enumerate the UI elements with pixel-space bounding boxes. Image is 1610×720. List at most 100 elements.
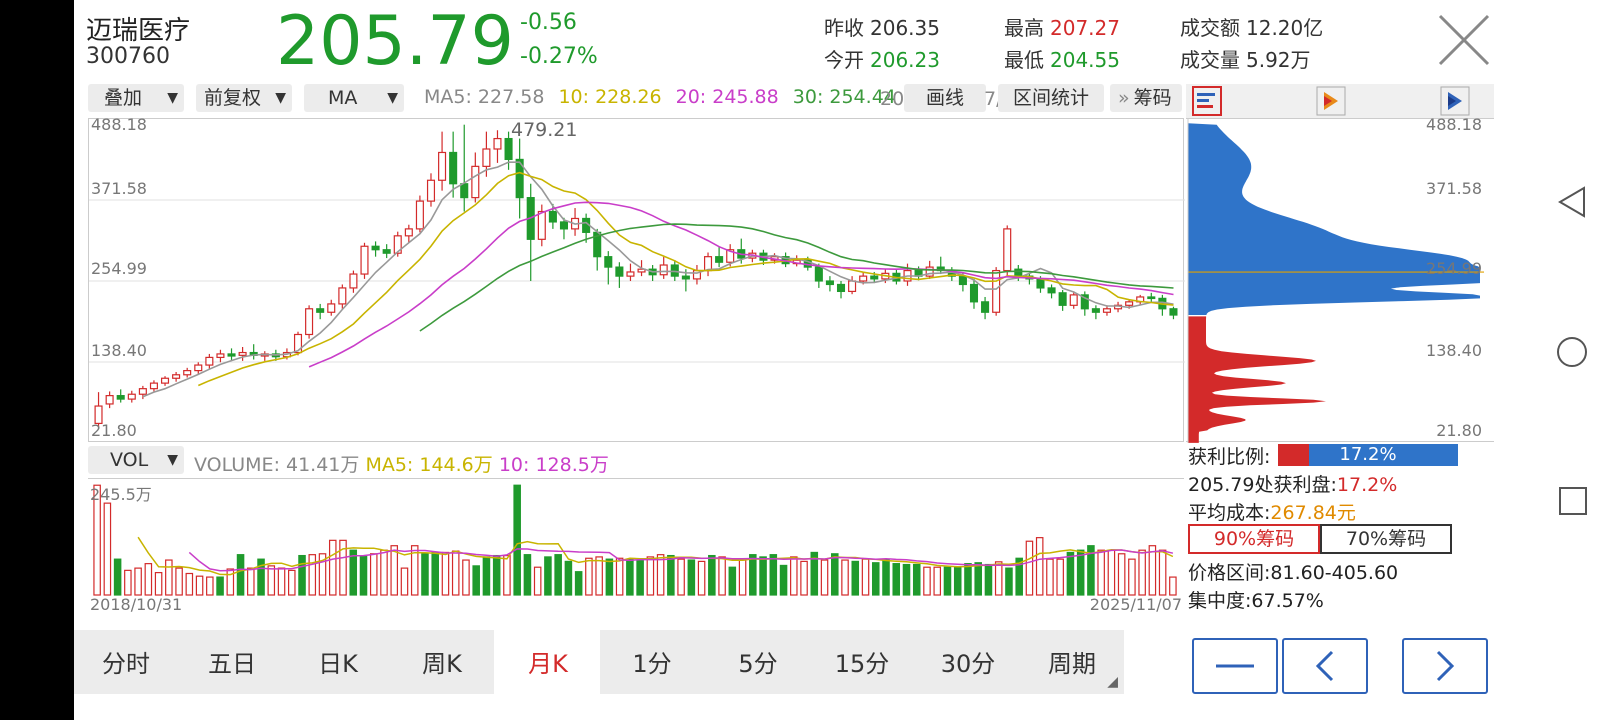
tab-weekly[interactable]: 周K <box>422 650 462 678</box>
ma20-value: 20: 245.88 <box>675 86 779 108</box>
concentration: 集中度:67.57% <box>1188 586 1324 613</box>
tab-daily[interactable]: 日K <box>318 650 358 678</box>
ma30-value: 30: 254.44 <box>792 86 896 108</box>
candle-body <box>449 151 458 185</box>
concentration-label: 集中度: <box>1188 590 1252 612</box>
volume-bar <box>247 567 255 596</box>
volume-bar <box>974 562 982 596</box>
volume-bar <box>288 569 296 596</box>
volume-bar <box>728 566 737 596</box>
tab-five-day[interactable]: 五日 <box>208 650 256 678</box>
tab-period[interactable]: 周期 <box>1048 650 1096 678</box>
tab-30min[interactable]: 30分 <box>940 650 996 678</box>
tab-5min[interactable]: 5分 <box>738 650 778 678</box>
prev-button[interactable] <box>1282 638 1368 694</box>
home-circle-icon[interactable] <box>1556 336 1588 368</box>
volume-bar <box>308 554 317 596</box>
volume-max-label: 245.5万 <box>90 485 152 504</box>
back-triangle-icon[interactable] <box>1556 186 1588 218</box>
volume-bar <box>851 560 860 596</box>
volume-bar <box>421 553 429 596</box>
candle-body <box>382 249 391 254</box>
y-label-top: 488.18 <box>91 115 147 134</box>
high-label: 最高 <box>1004 16 1044 40</box>
chip-y-label-4: 138.40 <box>1426 341 1482 360</box>
tab-15min[interactable]: 15分 <box>834 650 890 678</box>
volume-bar <box>892 563 901 596</box>
prev-close-label: 昨收 <box>824 16 864 40</box>
volume-value-legend: VOLUME: 41.41万 <box>194 454 360 476</box>
volume-bar <box>1148 545 1157 596</box>
volume-bar <box>277 567 286 596</box>
candle-body <box>1036 278 1045 289</box>
price-range: 价格区间:81.60-405.60 <box>1188 558 1398 585</box>
candle-body <box>814 266 823 282</box>
candle-body <box>327 303 336 313</box>
draw-line-button[interactable]: 画线 <box>904 84 986 112</box>
candle-body <box>149 382 158 390</box>
volume-bar <box>1035 537 1044 596</box>
candle-body <box>205 356 214 366</box>
chevron-down-icon: ▼ <box>275 90 286 106</box>
volume-bar <box>810 551 819 596</box>
chip-90-button[interactable]: 90%筹码 <box>1188 524 1320 554</box>
volume-ma10-line <box>188 548 1174 572</box>
volume-bar <box>462 559 470 596</box>
candle-body <box>316 308 325 313</box>
volume-bar <box>144 563 153 596</box>
volume-bar <box>533 566 542 596</box>
indicator-label: MA <box>328 87 358 109</box>
indicator-dropdown[interactable]: MA ▼ <box>304 84 404 112</box>
volume-bar <box>800 560 808 596</box>
volume-bar <box>544 556 552 596</box>
volume-bar <box>513 484 521 596</box>
adjust-dropdown[interactable]: 前复权 ▼ <box>196 84 292 112</box>
volume-chart[interactable]: 245.5万 2018/10/31 2025/11/07 <box>88 478 1184 614</box>
volume-bar <box>369 553 378 596</box>
candle-body <box>160 377 170 384</box>
zoom-out-button[interactable] <box>1192 638 1278 694</box>
candle-body <box>426 179 436 202</box>
volume-bar <box>175 567 183 596</box>
tab-intraday[interactable]: 分时 <box>102 650 150 678</box>
turnover-value: 12.20亿 <box>1246 16 1324 40</box>
volume-bar <box>431 551 439 596</box>
overlay-dropdown[interactable]: 叠加 ▼ <box>88 84 184 112</box>
volume-bar <box>994 561 1003 596</box>
tab-1min[interactable]: 1分 <box>632 650 672 678</box>
price-change-percent: -0.27% <box>520 44 598 69</box>
chip-flame-icon[interactable] <box>1316 86 1346 116</box>
volume-bar <box>1066 551 1075 596</box>
volume-bar <box>738 559 747 596</box>
end-date: 2025/11/07 <box>1089 595 1182 614</box>
chip-70-button[interactable]: 70%筹码 <box>1320 524 1452 554</box>
tab-monthly[interactable]: 月K <box>528 650 568 678</box>
candle-body <box>1058 292 1067 306</box>
candlestick-chart[interactable]: 488.18 371.58 254.99 138.40 21.80 479.21 <box>88 115 1185 442</box>
volume-bar <box>564 560 573 596</box>
volume-bar <box>626 558 634 596</box>
avg-cost-value: 267.84元 <box>1270 502 1356 524</box>
volume-bar <box>318 553 327 596</box>
volume-bar <box>923 566 931 596</box>
candle-body <box>681 275 690 280</box>
stock-name: 迈瑞医疗 <box>86 16 191 46</box>
volume-bar <box>1097 549 1105 596</box>
chevron-left-icon <box>1315 650 1334 682</box>
candle-body <box>116 395 125 400</box>
volume-indicator-dropdown[interactable]: VOL ▼ <box>88 446 184 474</box>
profit-ratio-value: 17.2% <box>1339 444 1397 465</box>
chips-button[interactable]: » 筹码 <box>1110 84 1182 112</box>
candle-body <box>393 235 402 254</box>
next-button[interactable] <box>1402 638 1488 694</box>
ma30-line <box>419 223 1174 332</box>
chip-list-icon[interactable] <box>1192 86 1222 116</box>
candle-body <box>216 353 225 359</box>
chip-blue-flame-icon[interactable] <box>1440 86 1470 116</box>
range-stats-button[interactable]: 区间统计 <box>998 84 1104 112</box>
close-icon[interactable] <box>1436 12 1492 68</box>
candle-body <box>1125 301 1134 306</box>
volume-svg <box>93 484 1177 596</box>
recents-square-icon[interactable] <box>1558 486 1588 516</box>
open: 今开 206.23 <box>824 44 940 73</box>
